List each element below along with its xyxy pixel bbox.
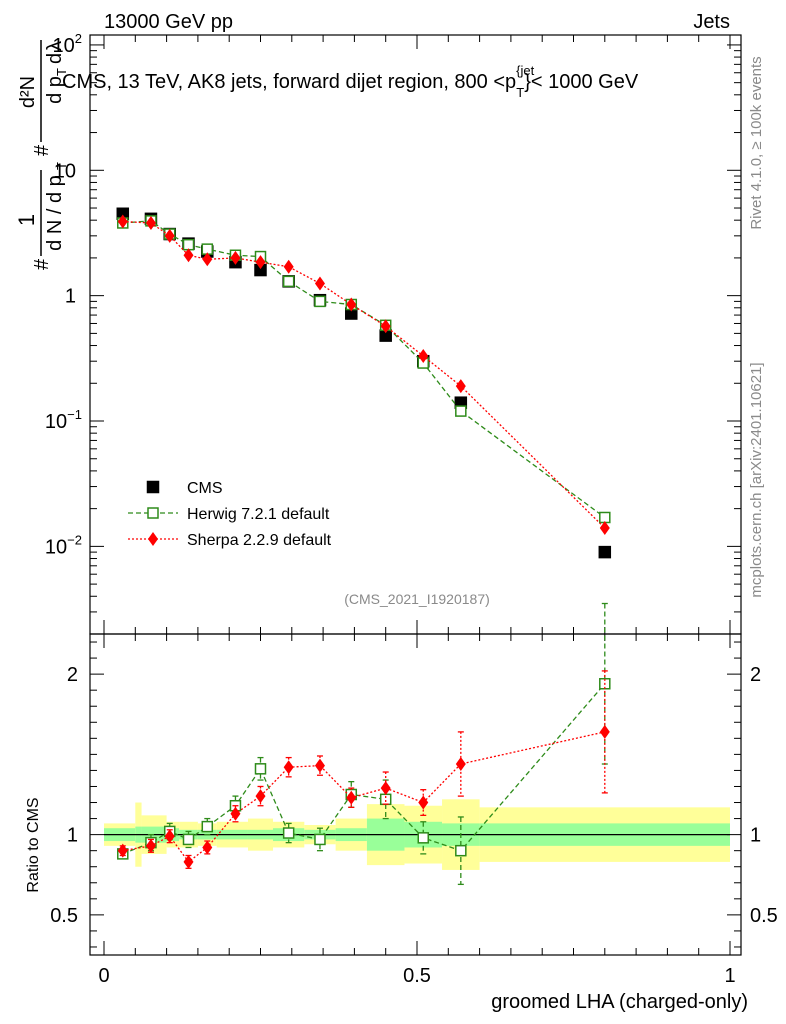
ratio-ylabel: Ratio to CMS bbox=[25, 797, 42, 892]
title-sup: {jet bbox=[516, 63, 534, 78]
herwig-ratio-point bbox=[201, 820, 214, 833]
sherpa-point bbox=[230, 250, 241, 265]
sherpa-ratio-point bbox=[255, 789, 266, 804]
y-tick-label: 10 bbox=[54, 160, 76, 182]
sherpa-point bbox=[202, 252, 213, 267]
ratio-y-tick-label: 2 bbox=[67, 664, 78, 686]
sherpa-ratio-point bbox=[380, 781, 391, 796]
sherpa-ratio-point bbox=[145, 838, 156, 853]
ratio-y-tick-label-right: 0.5 bbox=[750, 905, 778, 927]
sherpa-point bbox=[346, 297, 357, 312]
legend-data-marker bbox=[146, 480, 160, 494]
sherpa-point bbox=[145, 215, 156, 230]
herwig-ratio-point bbox=[282, 827, 295, 839]
y-tick-label: 1 bbox=[65, 286, 76, 308]
svg-text:d: d bbox=[44, 53, 66, 64]
ratio-y-tick-label: 0.5 bbox=[50, 905, 78, 927]
sherpa-point bbox=[599, 521, 610, 536]
main-panel: 10−2 10−1 1 10 102 bbox=[45, 31, 742, 635]
ratio-panel: 0 0.5 1 0.5 0.5 1 1 2 2 bbox=[50, 602, 778, 987]
title-tail: }< 1000 GeV bbox=[524, 71, 639, 93]
title-sub: T bbox=[516, 85, 524, 100]
svg-text:T: T bbox=[54, 68, 69, 76]
herwig-ratio-point bbox=[455, 844, 467, 857]
svg-text:1: 1 bbox=[14, 214, 39, 226]
x-tick-label: 0.5 bbox=[403, 965, 431, 987]
sherpa-ratio-point bbox=[599, 724, 610, 739]
sherpa-ratio-point bbox=[455, 757, 466, 772]
svg-text:T: T bbox=[54, 162, 69, 170]
herwig-point bbox=[314, 295, 326, 308]
legend-label-sherpa: Sherpa 2.2.9 default bbox=[187, 532, 332, 549]
sherpa-point bbox=[418, 349, 429, 364]
ratio-y-tick-label-right: 1 bbox=[750, 825, 761, 847]
sherpa-ratio-point bbox=[418, 795, 429, 810]
sherpa-ratio-point bbox=[346, 790, 357, 805]
data-point bbox=[598, 545, 612, 559]
legend: CMS Herwig 7.2.1 default Sherpa 2.2.9 defa… bbox=[128, 480, 332, 549]
mcplots-label: mcplots.cern.ch [arXiv:2401.10621] bbox=[748, 362, 765, 597]
sherpa-ratio-point bbox=[283, 760, 294, 775]
svg-text:#: # bbox=[31, 144, 53, 156]
header-right: Jets bbox=[693, 11, 730, 33]
legend-sherpa-marker bbox=[148, 532, 158, 546]
sherpa-point bbox=[380, 319, 391, 334]
herwig-ratio-point bbox=[417, 832, 430, 844]
sherpa-line bbox=[122, 220, 606, 529]
rivet-label: Rivet 4.1.0, ≥ 100k events bbox=[748, 56, 765, 229]
legend-herwig-marker bbox=[147, 507, 159, 519]
header-left: 13000 GeV pp bbox=[104, 11, 233, 33]
herwig-ratio-point bbox=[314, 833, 326, 846]
sherpa-point bbox=[283, 259, 294, 274]
legend-label-herwig: Herwig 7.2.1 default bbox=[187, 506, 330, 523]
sherpa-point bbox=[117, 214, 128, 229]
herwig-ratio-point bbox=[379, 793, 392, 806]
herwig-ratio-point bbox=[182, 833, 195, 846]
title-main: CMS, 13 TeV, AK8 jets, forward dijet reg… bbox=[62, 71, 516, 93]
herwig-point bbox=[182, 238, 195, 251]
ratio-y-tick-label: 1 bbox=[67, 825, 78, 847]
sherpa-point bbox=[164, 228, 175, 243]
sherpa-point bbox=[455, 379, 466, 394]
herwig-line bbox=[122, 220, 606, 519]
sherpa-ratio-point bbox=[314, 758, 325, 773]
y-tick-label: 102 bbox=[53, 31, 82, 57]
legend-label-data: CMS bbox=[187, 480, 223, 497]
sherpa-ratio-point bbox=[202, 840, 213, 855]
sherpa-ratio-point bbox=[230, 806, 241, 821]
sherpa-point bbox=[314, 276, 325, 291]
svg-text:d p: d p bbox=[44, 76, 66, 104]
ratio-frame bbox=[89, 633, 742, 956]
sherpa-ratio-line bbox=[122, 731, 605, 863]
svg-text:d²N: d²N bbox=[17, 76, 39, 108]
x-axis-label: groomed LHA (charged-only) bbox=[491, 991, 748, 1013]
analysis-tag: (CMS_2021_I1920187) bbox=[344, 591, 490, 607]
y-tick-label: 10−1 bbox=[45, 407, 82, 433]
sherpa-ratio-point bbox=[164, 829, 175, 844]
main-ylabel: # 1 d N / d p T # d²N d p T d λ bbox=[14, 40, 69, 270]
herwig-ratio-point bbox=[254, 763, 267, 775]
herwig-ratio-line bbox=[122, 683, 606, 855]
y-tick-label: 10−2 bbox=[45, 532, 82, 558]
sherpa-ratio-point bbox=[183, 854, 194, 869]
svg-text:#: # bbox=[31, 258, 53, 270]
x-tick-label: 1 bbox=[724, 965, 735, 987]
svg-text:d N / d p: d N / d p bbox=[44, 175, 66, 251]
x-tick-label: 0 bbox=[98, 965, 109, 987]
herwig-point bbox=[282, 275, 295, 288]
plot-title: CMS, 13 TeV, AK8 jets, forward dijet reg… bbox=[62, 63, 639, 100]
herwig-point bbox=[455, 405, 467, 417]
herwig-point bbox=[599, 511, 611, 524]
sherpa-point bbox=[255, 255, 266, 270]
svg-text:λ: λ bbox=[44, 41, 66, 51]
ratio-y-tick-label-right: 2 bbox=[750, 664, 761, 686]
sherpa-ratio-point bbox=[117, 843, 128, 858]
sherpa-point bbox=[183, 248, 194, 263]
